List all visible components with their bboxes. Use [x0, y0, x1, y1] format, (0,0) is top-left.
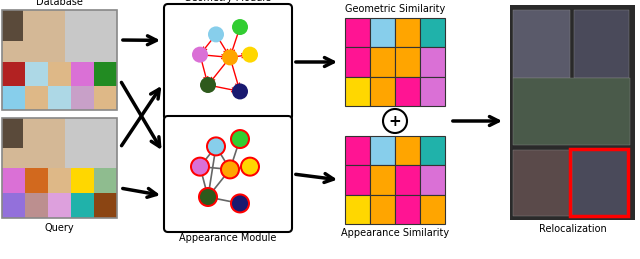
Circle shape: [190, 157, 210, 177]
Circle shape: [206, 136, 226, 156]
FancyBboxPatch shape: [164, 4, 292, 120]
Bar: [420, 18, 445, 47]
Circle shape: [220, 159, 240, 179]
Bar: [370, 77, 395, 106]
Circle shape: [200, 77, 216, 93]
Circle shape: [208, 26, 224, 42]
FancyBboxPatch shape: [164, 116, 292, 232]
Bar: [2, 118, 22, 148]
Circle shape: [230, 193, 250, 213]
Circle shape: [192, 159, 208, 175]
Circle shape: [240, 157, 260, 177]
Bar: [395, 77, 420, 106]
Bar: [574, 10, 629, 78]
Text: Geometry Module: Geometry Module: [184, 0, 271, 3]
Bar: [420, 136, 445, 165]
Bar: [25, 168, 48, 193]
Bar: [572, 150, 629, 216]
Bar: [94, 168, 117, 193]
Circle shape: [198, 187, 218, 207]
Bar: [2, 10, 22, 41]
Bar: [2, 118, 117, 168]
Bar: [345, 165, 370, 195]
Bar: [395, 47, 420, 77]
Bar: [420, 47, 445, 77]
Bar: [71, 193, 94, 218]
Bar: [345, 136, 370, 165]
Text: Database: Database: [36, 0, 83, 7]
Circle shape: [383, 109, 407, 133]
Bar: [370, 165, 395, 195]
Bar: [395, 195, 420, 224]
Text: Appearance Similarity: Appearance Similarity: [341, 228, 449, 238]
Bar: [71, 62, 94, 86]
Circle shape: [242, 159, 258, 175]
Text: +: +: [388, 113, 401, 128]
Bar: [71, 168, 94, 193]
Bar: [420, 165, 445, 195]
Bar: [370, 136, 395, 165]
Bar: [370, 195, 395, 224]
Circle shape: [232, 19, 248, 35]
Circle shape: [222, 161, 238, 177]
Bar: [2, 193, 25, 218]
Bar: [2, 86, 25, 110]
Bar: [25, 86, 48, 110]
Bar: [395, 165, 420, 195]
Bar: [94, 86, 117, 110]
Circle shape: [232, 131, 248, 147]
Bar: [25, 193, 48, 218]
Bar: [25, 62, 48, 86]
Bar: [345, 47, 370, 77]
Bar: [2, 62, 25, 86]
Circle shape: [242, 47, 258, 63]
Bar: [420, 195, 445, 224]
Bar: [48, 62, 71, 86]
Bar: [513, 150, 572, 216]
Bar: [513, 10, 570, 78]
Circle shape: [230, 129, 250, 149]
Circle shape: [200, 189, 216, 205]
Circle shape: [232, 83, 248, 99]
Bar: [370, 47, 395, 77]
Bar: [94, 193, 117, 218]
Bar: [94, 62, 117, 86]
Text: Appearance Module: Appearance Module: [179, 233, 276, 243]
Bar: [2, 168, 25, 193]
Bar: [395, 136, 420, 165]
Text: Geometric Similarity: Geometric Similarity: [345, 4, 445, 14]
Bar: [420, 77, 445, 106]
Bar: [345, 195, 370, 224]
Bar: [345, 18, 370, 47]
Circle shape: [192, 47, 208, 63]
Bar: [510, 5, 635, 220]
Bar: [370, 18, 395, 47]
Circle shape: [222, 49, 238, 66]
Bar: [48, 86, 71, 110]
Bar: [65, 118, 117, 168]
Circle shape: [232, 196, 248, 211]
Circle shape: [208, 138, 224, 154]
Bar: [345, 77, 370, 106]
Text: Query: Query: [45, 223, 74, 233]
Bar: [395, 18, 420, 47]
Bar: [65, 10, 117, 62]
Bar: [48, 193, 71, 218]
Bar: [513, 78, 630, 145]
Bar: [2, 10, 117, 62]
Bar: [71, 86, 94, 110]
Text: Relocalization: Relocalization: [539, 224, 606, 234]
Bar: [570, 149, 628, 216]
Bar: [48, 168, 71, 193]
